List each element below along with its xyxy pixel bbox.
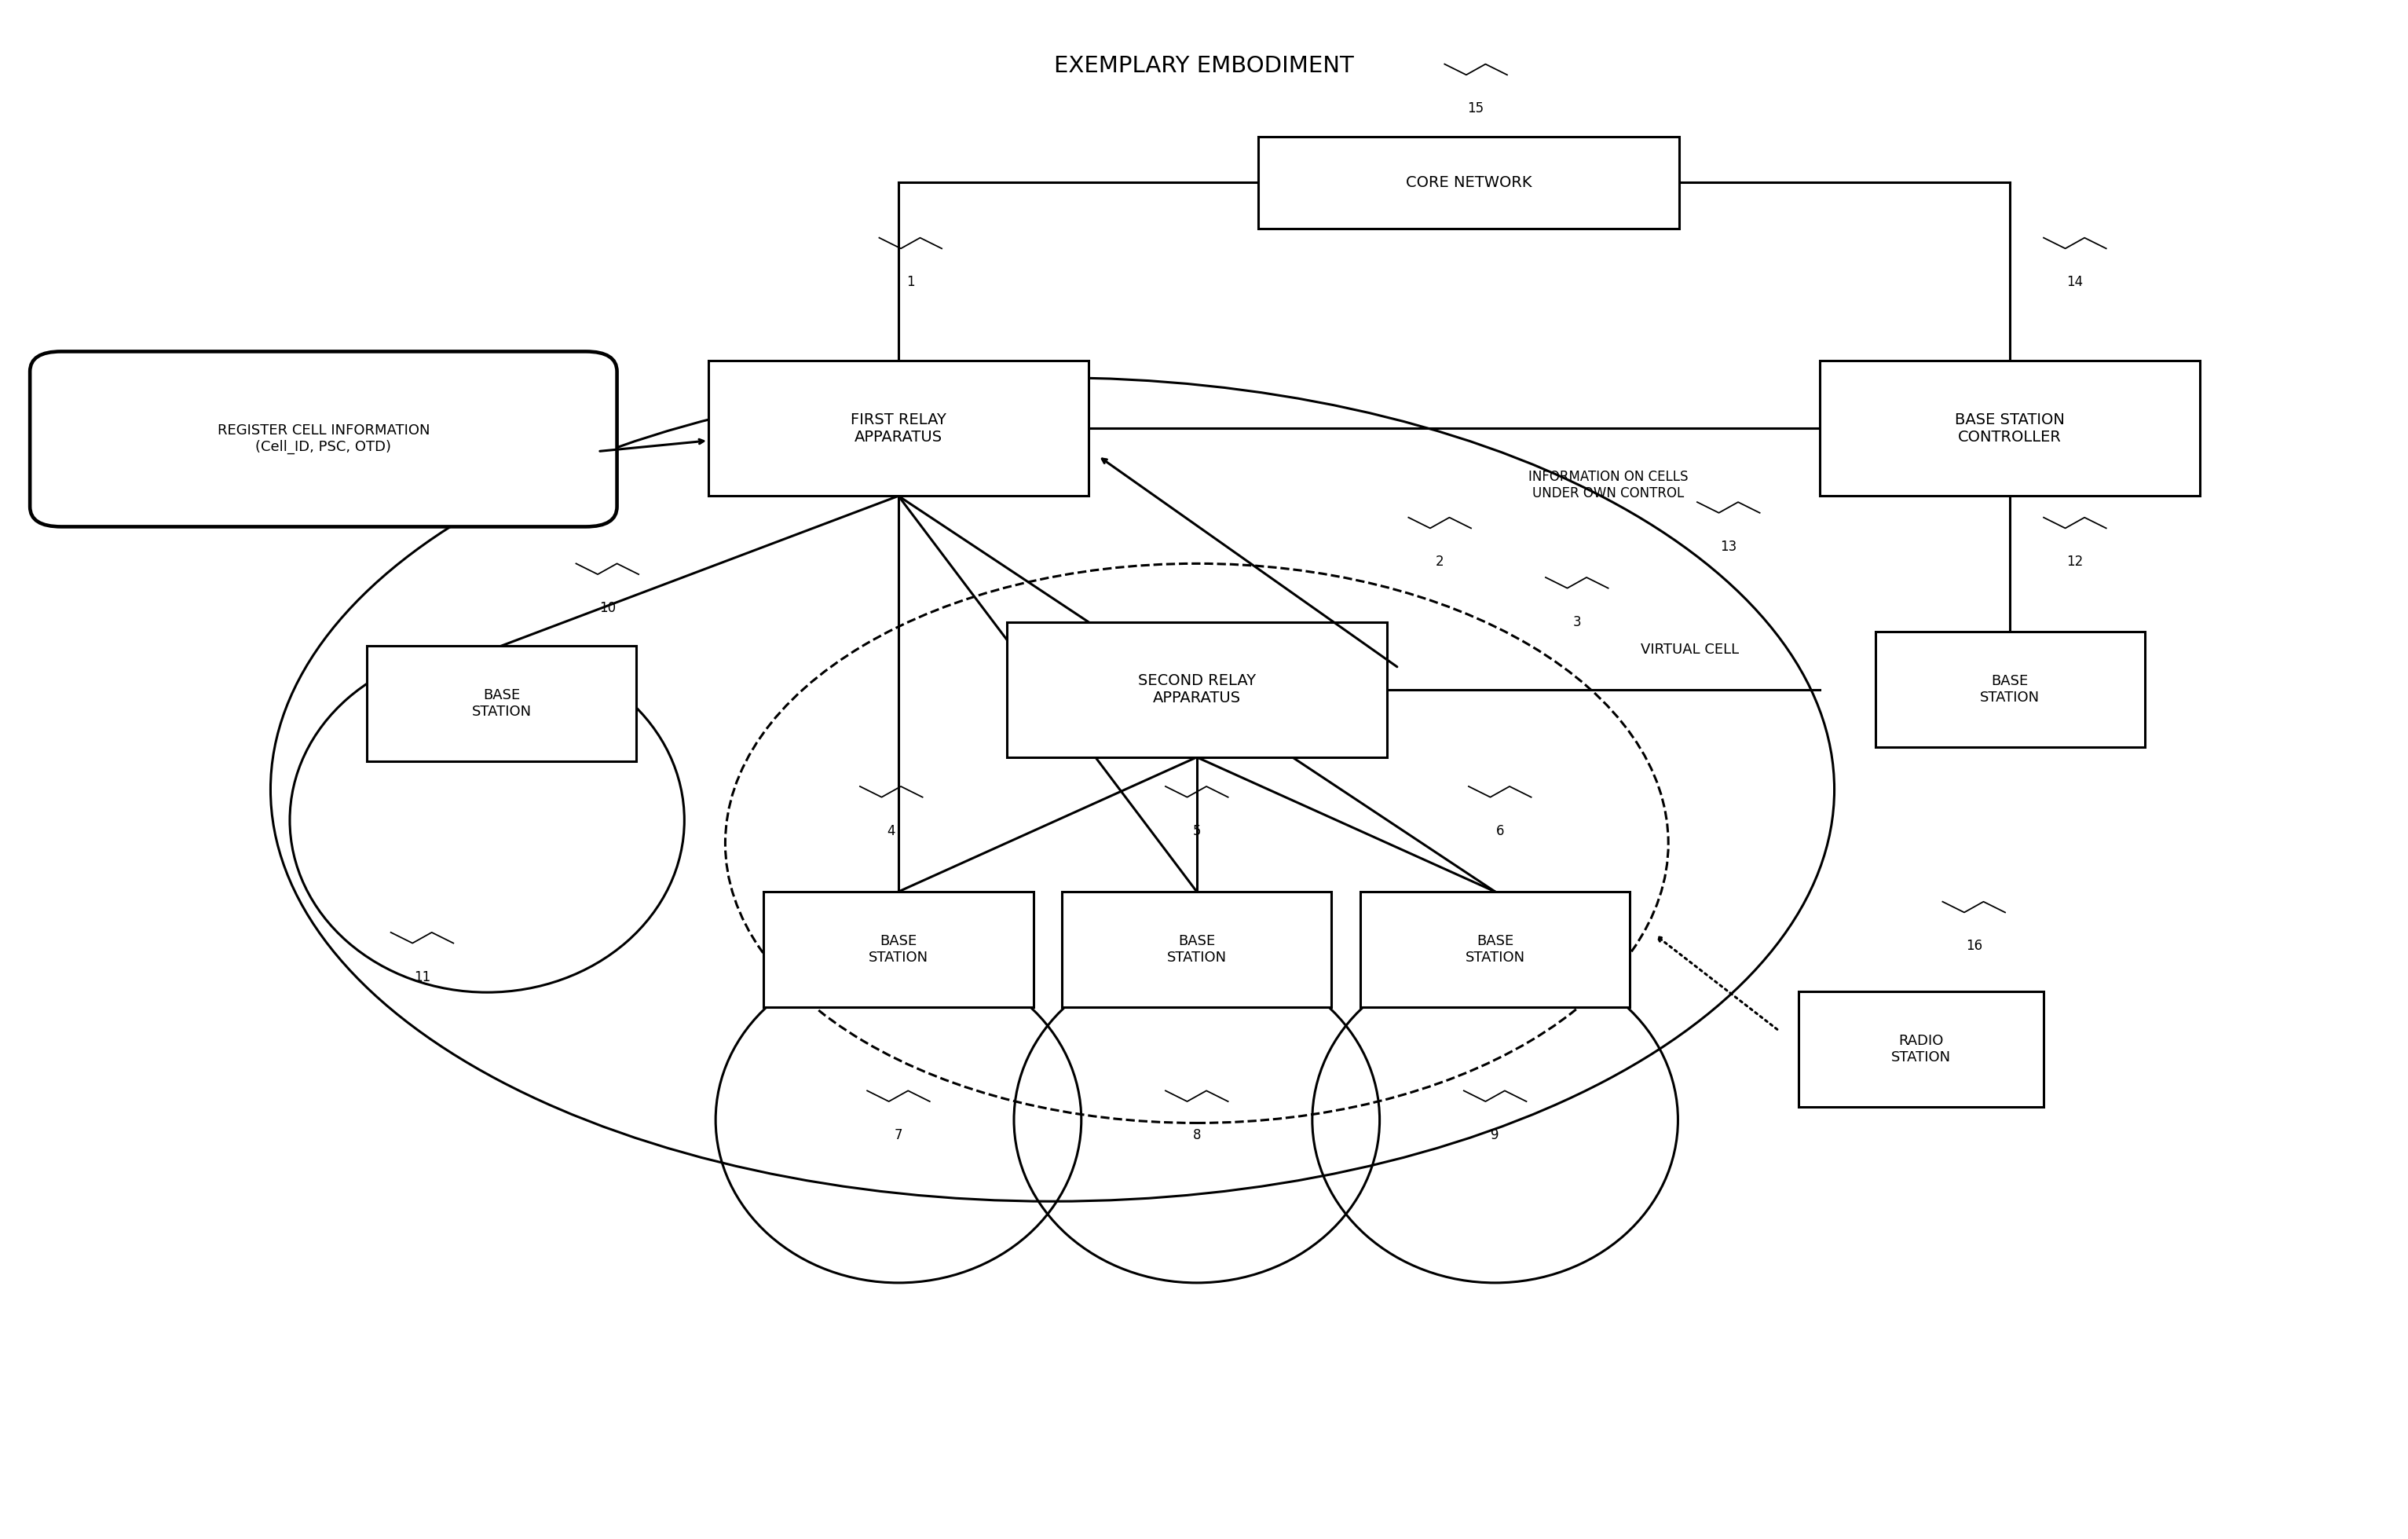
Text: 12: 12 (2066, 556, 2083, 569)
Text: INFORMATION ON CELLS
UNDER OWN CONTROL: INFORMATION ON CELLS UNDER OWN CONTROL (1529, 469, 1688, 500)
Text: 8: 8 (1192, 1128, 1202, 1142)
Text: RADIO
STATION: RADIO STATION (1890, 1034, 1950, 1065)
Text: 3: 3 (1572, 616, 1582, 629)
Text: 14: 14 (2066, 275, 2083, 289)
FancyBboxPatch shape (1007, 622, 1387, 757)
Text: 5: 5 (1192, 823, 1202, 839)
Text: BASE
STATION: BASE STATION (472, 688, 532, 719)
Text: EXEMPLARY EMBODIMENT: EXEMPLARY EMBODIMENT (1055, 55, 1353, 77)
FancyBboxPatch shape (1257, 137, 1678, 228)
FancyBboxPatch shape (1799, 991, 2044, 1107)
Text: 9: 9 (1491, 1128, 1500, 1142)
Text: 2: 2 (1435, 556, 1445, 569)
Text: BASE
STATION: BASE STATION (1979, 674, 2040, 705)
Text: BASE
STATION: BASE STATION (1168, 934, 1226, 965)
Text: 16: 16 (1965, 939, 1982, 953)
Text: 13: 13 (1719, 540, 1736, 554)
Text: FIRST RELAY
APPARATUS: FIRST RELAY APPARATUS (850, 412, 946, 445)
Text: 6: 6 (1495, 823, 1505, 839)
Text: 11: 11 (414, 970, 431, 983)
FancyBboxPatch shape (1876, 633, 2146, 748)
Text: REGISTER CELL INFORMATION
(Cell_ID, PSC, OTD): REGISTER CELL INFORMATION (Cell_ID, PSC,… (217, 423, 429, 454)
FancyBboxPatch shape (1361, 891, 1630, 1007)
Text: 7: 7 (893, 1128, 903, 1142)
Text: BASE
STATION: BASE STATION (869, 934, 929, 965)
Text: CORE NETWORK: CORE NETWORK (1406, 175, 1531, 189)
Text: 4: 4 (886, 823, 896, 839)
Text: 10: 10 (600, 602, 616, 616)
FancyBboxPatch shape (1062, 891, 1332, 1007)
Text: 1: 1 (905, 275, 915, 289)
FancyBboxPatch shape (366, 646, 636, 762)
FancyBboxPatch shape (29, 351, 616, 526)
Text: BASE
STATION: BASE STATION (1464, 934, 1524, 965)
Text: SECOND RELAY
APPARATUS: SECOND RELAY APPARATUS (1139, 674, 1255, 706)
Text: BASE STATION
CONTROLLER: BASE STATION CONTROLLER (1955, 412, 2066, 445)
Text: 15: 15 (1466, 102, 1483, 115)
Text: VIRTUAL CELL: VIRTUAL CELL (1640, 643, 1739, 657)
FancyBboxPatch shape (763, 891, 1033, 1007)
FancyBboxPatch shape (708, 360, 1088, 496)
FancyBboxPatch shape (1820, 360, 2201, 496)
